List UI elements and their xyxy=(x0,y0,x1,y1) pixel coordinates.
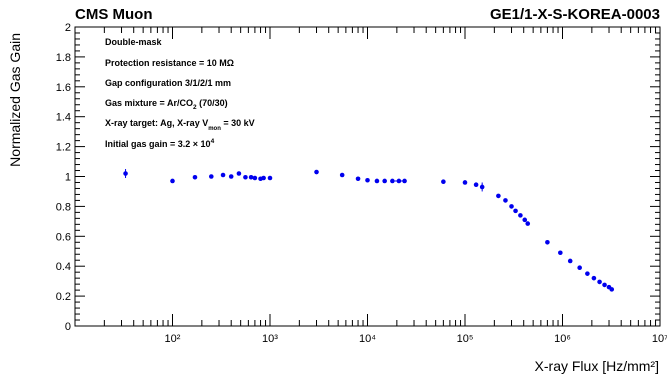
data-point xyxy=(462,180,468,185)
axis-ticks xyxy=(75,26,660,327)
data-point xyxy=(208,174,214,179)
data-point xyxy=(123,171,128,176)
y-tick-label: 0 xyxy=(65,321,71,333)
y-tick-label: 1.6 xyxy=(56,82,71,94)
data-point xyxy=(558,250,563,256)
annotation-line-5: X-ray target: Ag, X-ray Vmon = 30 kV xyxy=(105,118,255,132)
data-point xyxy=(228,174,234,179)
y-tick-label: 0.4 xyxy=(56,261,71,273)
annotation-line-6-main: Initial gas gain = 3.2 × 10 xyxy=(105,139,211,149)
annotation-line-1: Double-mask xyxy=(105,37,163,47)
data-point xyxy=(382,178,387,184)
annotation-line-5-main: X-ray target: Ag, X-ray V xyxy=(105,118,208,128)
y-tick-label: 1.2 xyxy=(56,142,71,154)
data-point xyxy=(577,265,582,270)
annotation-line-4-sub: 2 xyxy=(193,104,197,111)
y-tick-label: 2 xyxy=(65,22,71,34)
data-point xyxy=(261,175,266,181)
data-point xyxy=(396,178,402,184)
data-point xyxy=(248,174,254,180)
x-tick-label: 10⁷ xyxy=(652,333,667,345)
data-point xyxy=(192,174,198,180)
x-tick-label: 10⁴ xyxy=(359,333,376,345)
annotation-line-6: Initial gas gain = 3.2 × 104 xyxy=(105,138,215,149)
data-point xyxy=(479,184,485,190)
data-point xyxy=(545,239,550,245)
annotation-line-4-tail: (70/30) xyxy=(197,98,228,108)
data-point xyxy=(609,287,615,292)
data-point xyxy=(496,193,501,199)
header-left-label: CMS Muon xyxy=(75,6,152,23)
data-point xyxy=(567,258,573,264)
annotation-block: Double-mask Protection resistance = 10 M… xyxy=(105,37,255,149)
y-tick-label: 0.8 xyxy=(56,201,71,213)
y-axis-label: Normalized Gas Gain xyxy=(7,33,23,167)
data-point xyxy=(513,208,518,214)
data-point xyxy=(170,178,175,184)
annotation-line-4: Gas mixture = Ar/CO2 (70/30) xyxy=(105,98,228,111)
x-tick-label: 10³ xyxy=(262,333,278,345)
annotation-line-5-sub: mon xyxy=(208,126,221,132)
data-points xyxy=(123,169,615,292)
annotation-line-6-sup: 4 xyxy=(211,138,215,145)
data-point xyxy=(402,178,407,184)
data-point xyxy=(473,182,479,188)
data-point xyxy=(597,279,602,285)
annotation-line-4-main: Gas mixture = Ar/CO xyxy=(105,98,193,108)
y-tick-label: 1.8 xyxy=(56,52,71,64)
header-right-label: GE1/1-X-S-KOREA-0003 xyxy=(490,6,660,23)
data-point xyxy=(374,178,380,184)
y-tick-label: 0.2 xyxy=(56,291,71,303)
y-tick-label: 0.6 xyxy=(56,231,71,243)
y-tick-labels: 0 0.2 0.4 0.6 0.8 1 1.2 1.4 1.6 1.8 2 xyxy=(56,22,71,333)
data-point xyxy=(503,198,508,203)
data-point xyxy=(243,174,248,180)
data-point xyxy=(591,275,597,281)
annotation-line-3: Gap configuration 3/1/2/1 mm xyxy=(105,78,231,88)
data-point xyxy=(390,178,395,184)
data-point xyxy=(522,217,528,223)
data-point xyxy=(339,172,345,178)
x-axis-label: X-ray Flux [Hz/mm²] xyxy=(535,358,659,374)
data-point xyxy=(441,179,446,185)
data-point xyxy=(518,213,523,218)
data-point xyxy=(252,175,258,181)
data-point xyxy=(509,204,514,209)
data-point xyxy=(220,172,226,178)
annotation-line-2: Protection resistance = 10 MΩ xyxy=(105,58,234,68)
x-tick-labels: 10² 10³ 10⁴ 10⁵ 10⁶ 10⁷ xyxy=(165,333,667,345)
data-point xyxy=(314,169,319,175)
data-point xyxy=(365,177,370,183)
x-tick-label: 10⁵ xyxy=(457,333,474,345)
y-tick-label: 1.4 xyxy=(56,112,71,124)
annotation-line-5-tail: = 30 kV xyxy=(221,118,255,128)
x-tick-label: 10⁶ xyxy=(554,333,571,345)
y-tick-label: 1 xyxy=(65,172,71,184)
data-point xyxy=(267,175,273,181)
data-point xyxy=(355,176,361,182)
data-point xyxy=(585,271,590,276)
data-point xyxy=(525,221,531,226)
x-tick-label: 10² xyxy=(165,333,181,345)
data-point xyxy=(602,282,607,288)
data-point xyxy=(236,171,242,176)
